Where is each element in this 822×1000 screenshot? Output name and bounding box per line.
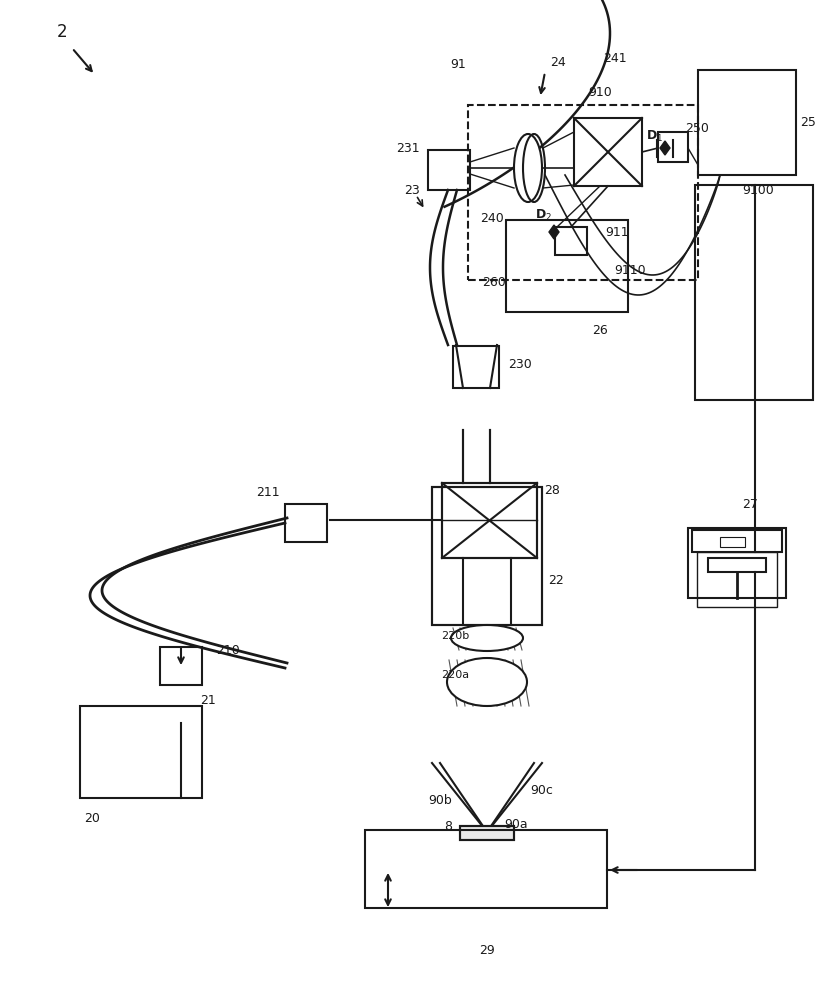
Text: 231: 231	[396, 141, 420, 154]
Text: 910: 910	[588, 86, 612, 99]
Bar	[285, 504, 327, 542]
Text: 90a: 90a	[504, 818, 528, 832]
Bar	[160, 647, 202, 685]
Bar	[432, 487, 542, 625]
Text: 260: 260	[483, 276, 506, 290]
Text: 241: 241	[603, 51, 627, 64]
Text: 230: 230	[508, 359, 532, 371]
Text: 240: 240	[480, 212, 504, 225]
Bar	[574, 118, 642, 186]
Text: 211: 211	[256, 486, 279, 498]
Ellipse shape	[447, 658, 527, 706]
Bar	[708, 558, 766, 572]
Bar	[555, 227, 587, 255]
Text: 9110: 9110	[614, 263, 646, 276]
Bar	[460, 826, 514, 840]
Text: 8: 8	[444, 820, 452, 832]
Text: 220b: 220b	[441, 631, 469, 641]
Text: 22: 22	[548, 574, 564, 586]
Text: 23: 23	[404, 184, 420, 196]
Bar	[442, 483, 537, 558]
Text: 2: 2	[57, 23, 67, 41]
Bar	[468, 105, 698, 280]
Text: 220a: 220a	[441, 670, 469, 680]
Text: 28: 28	[544, 484, 560, 496]
Text: 25: 25	[800, 115, 816, 128]
Bar	[506, 220, 628, 312]
Text: 20: 20	[84, 812, 100, 824]
Text: $\mathbf{D}_1$: $\mathbf{D}_1$	[646, 128, 663, 144]
Bar	[460, 826, 514, 840]
Bar	[428, 150, 470, 190]
Bar	[80, 706, 202, 798]
Text: 911: 911	[605, 226, 629, 238]
Text: 26: 26	[592, 324, 608, 336]
Bar	[658, 132, 688, 162]
Bar	[688, 528, 786, 598]
Text: 9100: 9100	[742, 184, 774, 196]
Text: 90b: 90b	[428, 794, 452, 806]
Ellipse shape	[451, 625, 523, 651]
Bar	[432, 487, 542, 625]
Text: 250: 250	[685, 121, 709, 134]
Bar	[365, 830, 607, 908]
Text: 27: 27	[742, 498, 758, 512]
Text: 210: 210	[216, 644, 240, 656]
Polygon shape	[660, 141, 670, 155]
Text: 29: 29	[479, 944, 495, 956]
Bar	[698, 70, 796, 175]
Text: 24: 24	[550, 55, 566, 68]
Bar	[695, 185, 813, 400]
Bar	[453, 346, 499, 388]
Bar	[720, 537, 745, 547]
Bar	[442, 483, 537, 558]
Bar	[692, 530, 782, 552]
Polygon shape	[549, 225, 559, 239]
Text: 91: 91	[450, 58, 466, 72]
Bar	[697, 552, 777, 607]
Text: 90c: 90c	[530, 784, 553, 796]
Text: $\mathbf{D}_2$: $\mathbf{D}_2$	[535, 207, 552, 223]
Text: 21: 21	[200, 694, 216, 706]
Ellipse shape	[514, 134, 542, 202]
